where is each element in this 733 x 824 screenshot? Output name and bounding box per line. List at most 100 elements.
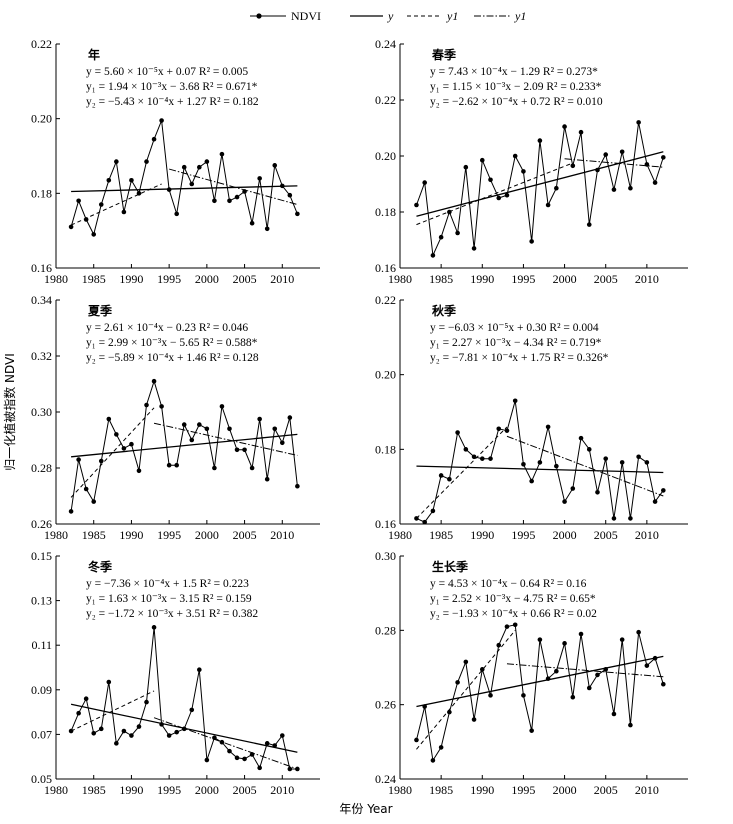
x-tick-label: 1980 (388, 528, 412, 542)
ndvi-point (479, 157, 485, 163)
ndvi-point (181, 726, 187, 732)
trend-line-y2 (153, 422, 298, 456)
x-tick-label: 1995 (511, 528, 535, 542)
x-tick-label: 1990 (119, 528, 143, 542)
x-tick-label: 2000 (553, 783, 577, 797)
ndvi-point (496, 642, 502, 648)
ndvi-point (91, 499, 97, 504)
equation-y1: y₁ = 1.15 × 10⁻³x − 2.09 R² = 0.233* (430, 81, 602, 93)
ndvi-point (488, 693, 493, 698)
y-tick-label: 0.18 (375, 205, 396, 219)
ndvi-point (129, 441, 134, 447)
ndvi-point (136, 191, 142, 196)
ndvi-point (279, 440, 285, 446)
x-tick-label: 2000 (553, 528, 577, 542)
ndvi-point (603, 667, 609, 672)
ndvi-point (529, 728, 534, 733)
ndvi-point (447, 709, 452, 715)
ndvi-point (234, 447, 240, 453)
ndvi-point (83, 217, 89, 222)
x-tick-label: 1980 (44, 783, 68, 797)
ndvi-point (189, 181, 195, 187)
ndvi-point (204, 426, 210, 432)
ndvi-point (628, 516, 633, 521)
ndvi-point (83, 486, 89, 492)
ndvi-point (586, 222, 592, 227)
y-tick-label: 0.22 (375, 93, 396, 107)
ndvi-point (545, 676, 551, 681)
ndvi-point (488, 456, 493, 461)
y-tick-label: 0.20 (31, 112, 52, 126)
ndvi-point (652, 499, 658, 504)
y-tick-label: 0.18 (31, 186, 52, 200)
ndvi-point (430, 253, 436, 258)
trend-line-y1 (416, 162, 573, 226)
ndvi-point (98, 202, 104, 207)
equation-y2: y₂ = −5.43 × 10⁻⁴x + 1.27 R² = 0.182 (86, 96, 259, 108)
ndvi-point (121, 446, 127, 451)
y-tick-label: 0.22 (31, 37, 52, 51)
ndvi-point (287, 192, 293, 198)
ndvi-point (136, 724, 142, 729)
ndvi-point (414, 516, 419, 521)
ndvi-point (422, 704, 427, 709)
ndvi-series-line (70, 379, 298, 512)
ndvi-point (189, 437, 195, 443)
ndvi-point (264, 226, 270, 232)
ndvi-point (114, 432, 119, 437)
legend-y-label: y (387, 9, 394, 23)
ndvi-point (121, 209, 127, 215)
ndvi-point (219, 151, 225, 157)
ndvi-point (197, 422, 202, 427)
ndvi-point (204, 159, 210, 164)
ndvi-point (249, 752, 255, 757)
x-tick-label: 1985 (82, 783, 106, 797)
ndvi-point (554, 668, 559, 674)
ndvi-point (414, 202, 419, 208)
y-tick-label: 0.16 (375, 261, 396, 275)
y-tick-label: 0.13 (31, 594, 52, 608)
x-tick-label: 2005 (594, 783, 618, 797)
y-tick-label: 0.16 (375, 517, 396, 531)
ndvi-point (438, 234, 444, 240)
trend-line-y1 (416, 630, 516, 750)
ndvi-point (68, 224, 74, 230)
x-tick-label: 1985 (429, 783, 453, 797)
y-tick-label: 0.05 (31, 772, 52, 786)
ndvi-point (521, 461, 526, 467)
equation-y1: y₁ = 2.99 × 10⁻³x − 5.65 R² = 0.588* (86, 337, 258, 349)
chart-panel-2: 1980 1985 1990 1995 2000 2005 2010 0.16 0.18 0.20… (375, 37, 688, 286)
ndvi-point (652, 180, 658, 185)
ndvi-series-line (70, 120, 298, 236)
chart-panel-3: 1980 1985 1990 1995 2000 2005 2010 0.26 0.28 0.30… (31, 293, 320, 542)
ndvi-point (106, 416, 112, 422)
equation-y2: y₂ = −7.81 × 10⁻⁴x + 1.75 R² = 0.326* (430, 352, 609, 364)
ndvi-point (151, 625, 157, 630)
x-tick-label: 1995 (157, 783, 181, 797)
ndvi-point (91, 232, 97, 237)
x-tick-label: 2010 (635, 528, 659, 542)
x-tick-label: 2000 (553, 272, 577, 286)
y-tick-label: 0.28 (31, 461, 52, 475)
ndvi-point (611, 187, 617, 192)
ndvi-point (661, 155, 666, 160)
ndvi-point (661, 488, 666, 493)
ndvi-point (136, 468, 142, 474)
ndvi-point (144, 159, 149, 164)
x-tick-label: 1990 (470, 783, 494, 797)
ndvi-series-line (416, 624, 664, 762)
ndvi-point (455, 430, 460, 435)
ndvi-point (144, 699, 149, 705)
ndvi-point (234, 755, 240, 761)
ndvi-point (219, 739, 225, 745)
ndvi-point (151, 378, 157, 384)
ndvi-point (204, 757, 210, 763)
ndvi-point (570, 486, 576, 491)
chart-panel-6: 1980 1985 1990 1995 2000 2005 2010 0.24 0.26 0.28… (375, 549, 688, 797)
ndvi-point (521, 693, 526, 698)
ndvi-point (636, 454, 641, 460)
trend-line-y (71, 433, 298, 458)
ndvi-point (159, 404, 164, 409)
ndvi-point (479, 456, 485, 461)
ndvi-point (272, 163, 278, 168)
